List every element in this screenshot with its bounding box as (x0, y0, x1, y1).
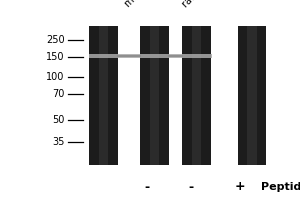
Bar (191, 26, 202, 165)
Text: -: - (144, 180, 150, 194)
Text: 250: 250 (46, 35, 64, 45)
Text: 70: 70 (52, 89, 64, 99)
Text: 35: 35 (52, 137, 64, 147)
Text: 50: 50 (52, 115, 64, 125)
Text: +: + (235, 180, 245, 194)
Text: rat heart: rat heart (180, 0, 218, 9)
Bar (182, 26, 211, 165)
Bar (98, 26, 109, 165)
Bar (238, 26, 266, 165)
Text: 150: 150 (46, 52, 64, 62)
Bar (140, 26, 169, 165)
Bar (247, 26, 257, 165)
Text: mouse lung: mouse lung (123, 0, 171, 9)
Bar (88, 54, 212, 58)
Bar (89, 26, 118, 165)
Bar (149, 26, 160, 165)
Text: 100: 100 (46, 72, 64, 82)
Text: -: - (188, 180, 193, 194)
Text: Peptide: Peptide (261, 182, 300, 192)
